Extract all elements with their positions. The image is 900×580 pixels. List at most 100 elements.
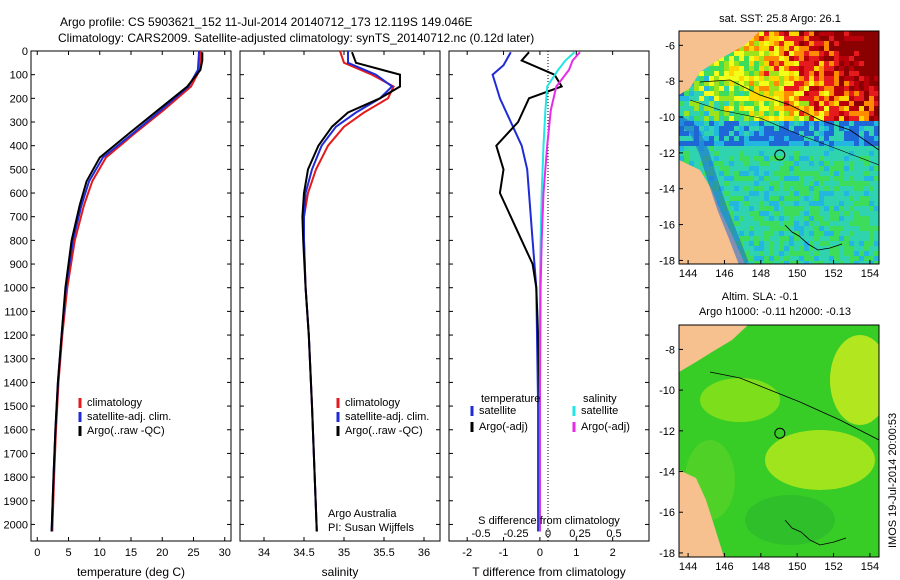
- sst-cell: [759, 221, 764, 226]
- sst-cell: [864, 116, 869, 121]
- sst-cell: [764, 146, 769, 151]
- sst-cell: [824, 56, 829, 61]
- sla-anomaly-blob: [745, 495, 835, 545]
- sst-heatmap-cells: [679, 31, 879, 264]
- sst-cell: [754, 131, 759, 136]
- sst-cell: [749, 111, 754, 116]
- sst-cell: [854, 261, 859, 264]
- sst-cell: [774, 146, 779, 151]
- sst-cell: [799, 146, 804, 151]
- sst-cell: [794, 186, 799, 191]
- sst-cell: [794, 176, 799, 181]
- sst-cell: [814, 216, 819, 221]
- sst-cell: [794, 161, 799, 166]
- legend-label-sal-argo: Argo(-adj): [581, 421, 630, 433]
- sst-cell: [749, 181, 754, 186]
- sst-cell: [849, 146, 854, 151]
- sst-cell: [739, 186, 744, 191]
- sst-cell: [714, 141, 719, 146]
- sst-cell: [744, 206, 749, 211]
- sst-cell: [849, 201, 854, 206]
- sst-cell: [699, 161, 704, 166]
- sst-cell: [839, 91, 844, 96]
- sst-cell: [869, 226, 874, 231]
- sst-cell: [839, 76, 844, 81]
- sst-cell: [854, 46, 859, 51]
- sst-cell: [819, 146, 824, 151]
- sst-cell: [844, 131, 849, 136]
- sst-cell: [859, 201, 864, 206]
- sst-cell: [694, 156, 699, 161]
- sst-cell: [809, 126, 814, 131]
- sst-cell: [724, 71, 729, 76]
- sst-cell: [779, 201, 784, 206]
- legend-label-sal-satellite: satellite: [581, 405, 618, 417]
- sst-cell: [854, 126, 859, 131]
- sst-cell: [769, 261, 774, 264]
- sst-cell: [789, 246, 794, 251]
- sst-cell: [814, 51, 819, 56]
- sst-cell: [874, 66, 879, 71]
- sst-cell: [774, 71, 779, 76]
- sst-cell: [794, 51, 799, 56]
- sst-cell: [739, 191, 744, 196]
- sst-cell: [859, 216, 864, 221]
- sst-cell: [819, 36, 824, 41]
- sst-cell: [729, 101, 734, 106]
- sst-cell: [819, 261, 824, 264]
- sst-cell: [814, 76, 819, 81]
- sst-cell: [754, 86, 759, 91]
- sst-cell: [809, 96, 814, 101]
- sst-cell: [734, 51, 739, 56]
- sst-cell: [739, 116, 744, 121]
- sst-cell: [789, 176, 794, 181]
- sst-cell: [859, 31, 864, 36]
- sst-cell: [874, 206, 879, 211]
- sst-cell: [744, 201, 749, 206]
- sst-cell: [829, 251, 834, 256]
- sst-cell: [874, 176, 879, 181]
- sst-cell: [844, 91, 849, 96]
- sst-cell: [749, 56, 754, 61]
- sst-cell: [784, 176, 789, 181]
- sst-cell: [874, 116, 879, 121]
- sst-cell: [774, 231, 779, 236]
- sst-cell: [789, 161, 794, 166]
- sst-cell: [799, 246, 804, 251]
- side-stamp: IMOS 19-Jul-2014 20:00:53: [887, 413, 899, 548]
- sst-cell: [819, 101, 824, 106]
- sla-anomaly-blob: [830, 335, 879, 425]
- sst-cell: [844, 176, 849, 181]
- sst-cell: [799, 161, 804, 166]
- sst-cell: [774, 186, 779, 191]
- sst-cell: [754, 161, 759, 166]
- sst-cell: [714, 81, 719, 86]
- sst-cell: [729, 96, 734, 101]
- sst-cell: [859, 141, 864, 146]
- sst-cell: [784, 241, 789, 246]
- sst-cell: [849, 181, 854, 186]
- sst-cell: [809, 166, 814, 171]
- sst-cell: [819, 191, 824, 196]
- sst-cell: [874, 141, 879, 146]
- sst-cell: [714, 156, 719, 161]
- sst-cell: [724, 76, 729, 81]
- sst-cell: [734, 151, 739, 156]
- sst-cell: [684, 136, 689, 141]
- sst-cell: [809, 36, 814, 41]
- sst-cell: [794, 251, 799, 256]
- sst-cell: [784, 111, 789, 116]
- sst-cell: [834, 151, 839, 156]
- sst-cell: [849, 111, 854, 116]
- sst-cell: [814, 196, 819, 201]
- sst-cell: [714, 166, 719, 171]
- sst-cell: [834, 106, 839, 111]
- sst-cell: [859, 151, 864, 156]
- sst-cell: [804, 31, 809, 36]
- sst-cell: [789, 61, 794, 66]
- sst-cell: [799, 41, 804, 46]
- sst-cell: [864, 181, 869, 186]
- sst-cell: [804, 46, 809, 51]
- sst-cell: [854, 166, 859, 171]
- sst-cell: [754, 186, 759, 191]
